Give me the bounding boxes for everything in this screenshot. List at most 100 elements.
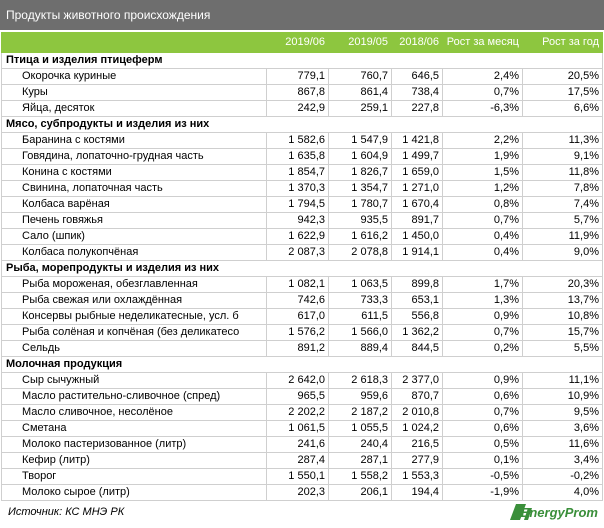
logo-text: EnergyProm — [521, 505, 599, 520]
value-cell: 0,2% — [442, 340, 523, 357]
group-name: Рыба, морепродукты и изделия из них — [1, 260, 603, 277]
value-cell: 0,1% — [442, 452, 523, 469]
value-cell: 611,5 — [328, 308, 392, 325]
header-cell — [1, 32, 267, 53]
value-cell: 1 061,5 — [266, 420, 329, 437]
value-cell: 5,5% — [522, 340, 603, 357]
name-cell: Сыр сычужный — [1, 372, 267, 389]
value-cell: 2 010,8 — [391, 404, 443, 421]
value-cell: 891,2 — [266, 340, 329, 357]
value-cell: 3,4% — [522, 452, 603, 469]
name-cell: Печень говяжья — [1, 212, 267, 229]
value-cell: 0,6% — [442, 388, 523, 405]
value-cell: 861,4 — [328, 84, 392, 101]
value-cell: 653,1 — [391, 292, 443, 309]
value-cell: 617,0 — [266, 308, 329, 325]
value-cell: 202,3 — [266, 484, 329, 501]
data-row: Творог 1 550,1 1 558,2 1 553,3 -0,5% -0,2% — [1, 468, 603, 485]
header-cell: 2019/05 — [328, 32, 392, 53]
value-cell: 10,9% — [522, 388, 603, 405]
value-cell: 2 078,8 — [328, 244, 392, 261]
value-cell: 287,4 — [266, 452, 329, 469]
data-row: Говядина, лопаточно-грудная часть 1 635,8… — [1, 148, 603, 165]
group-row: Птица и изделия птицеферм — [1, 52, 603, 69]
value-cell: 0,7% — [442, 404, 523, 421]
data-row: Сало (шпик) 1 622,9 1 616,2 1 450,0 0,4% 11,9… — [1, 228, 603, 245]
value-cell: 0,4% — [442, 228, 523, 245]
name-cell: Сало (шпик) — [1, 228, 267, 245]
data-row: Масло сливочное, несолёное 2 202,2 2 187,2… — [1, 404, 603, 421]
value-cell: 1 063,5 — [328, 276, 392, 293]
data-row: Сметана 1 061,5 1 055,5 1 024,2 0,6% 3,6% — [1, 420, 603, 437]
data-row: Масло растительно-сливочное (спред) 965,5… — [1, 388, 603, 405]
value-cell: 4,0% — [522, 484, 603, 501]
group-name: Мясо, субпродукты и изделия из них — [1, 116, 603, 133]
name-cell: Баранина с костями — [1, 132, 267, 149]
value-cell: 891,7 — [391, 212, 443, 229]
value-cell: 194,4 — [391, 484, 443, 501]
value-cell: 5,7% — [522, 212, 603, 229]
value-cell: -6,3% — [442, 100, 523, 117]
name-cell: Сметана — [1, 420, 267, 437]
value-cell: 1 370,3 — [266, 180, 329, 197]
name-cell: Яйца, десяток — [1, 100, 267, 117]
value-cell: 259,1 — [328, 100, 392, 117]
name-cell: Масло сливочное, несолёное — [1, 404, 267, 421]
value-cell: 7,4% — [522, 196, 603, 213]
value-cell: 1,9% — [442, 148, 523, 165]
data-row: Колбаса полукопчёная 2 087,3 2 078,8 1 914,… — [1, 244, 603, 261]
value-cell: 9,5% — [522, 404, 603, 421]
value-cell: 646,5 — [391, 68, 443, 85]
name-cell: Молоко пастеризованное (литр) — [1, 436, 267, 453]
value-cell: 1,2% — [442, 180, 523, 197]
value-cell: 779,1 — [266, 68, 329, 85]
data-row: Молоко сырое (литр) 202,3 206,1 194,4 -1,9% 4… — [1, 484, 603, 501]
data-row: Рыба мороженая, обезглавленная 1 082,1 1 0… — [1, 276, 603, 293]
data-row: Свинина, лопаточная часть 1 370,3 1 354,7 1… — [1, 180, 603, 197]
name-cell: Консервы рыбные неделикатесные, усл. б — [1, 308, 267, 325]
value-cell: 0,4% — [442, 244, 523, 261]
name-cell: Колбаса варёная — [1, 196, 267, 213]
value-cell: 0,5% — [442, 436, 523, 453]
value-cell: 1 421,8 — [391, 132, 443, 149]
value-cell: -0,2% — [522, 468, 603, 485]
value-cell: 20,3% — [522, 276, 603, 293]
value-cell: 1 082,1 — [266, 276, 329, 293]
value-cell: 2,4% — [442, 68, 523, 85]
value-cell: 0,9% — [442, 308, 523, 325]
name-cell: Молоко сырое (литр) — [1, 484, 267, 501]
data-row: Баранина с костями 1 582,6 1 547,9 1 421,8 2… — [1, 132, 603, 149]
value-cell: 1 566,0 — [328, 324, 392, 341]
value-cell: 11,6% — [522, 436, 603, 453]
group-name: Молочная продукция — [1, 356, 603, 373]
value-cell: 0,7% — [442, 212, 523, 229]
value-cell: 17,5% — [522, 84, 603, 101]
value-cell: 1 055,5 — [328, 420, 392, 437]
data-row: Сельдь 891,2 889,4 844,5 0,2% 5,5% — [1, 340, 603, 357]
data-row: Рыба солёная и копчёная (без деликатесо 1… — [1, 324, 603, 341]
value-cell: 2 377,0 — [391, 372, 443, 389]
value-cell: 13,7% — [522, 292, 603, 309]
title: Продукты животного происхождения — [6, 8, 211, 22]
header-cell: Рост за месяц — [442, 32, 523, 53]
name-cell: Рыба солёная и копчёная (без деликатесо — [1, 324, 267, 341]
value-cell: 2 642,0 — [266, 372, 329, 389]
value-cell: 1 499,7 — [391, 148, 443, 165]
value-cell: 0,6% — [442, 420, 523, 437]
value-cell: 2 187,2 — [328, 404, 392, 421]
data-row: Кефир (литр) 287,4 287,1 277,9 0,1% 3,4% — [1, 452, 603, 469]
value-cell: 1 914,1 — [391, 244, 443, 261]
value-cell: 240,4 — [328, 436, 392, 453]
value-cell: 1 362,2 — [391, 324, 443, 341]
value-cell: 935,5 — [328, 212, 392, 229]
value-cell: 11,1% — [522, 372, 603, 389]
value-cell: 2 087,3 — [266, 244, 329, 261]
value-cell: 1 854,7 — [266, 164, 329, 181]
header-cell: 2018/06 — [391, 32, 443, 53]
value-cell: 1 576,2 — [266, 324, 329, 341]
name-cell: Творог — [1, 468, 267, 485]
group-row: Молочная продукция — [1, 356, 603, 373]
value-cell: 227,8 — [391, 100, 443, 117]
value-cell: 942,3 — [266, 212, 329, 229]
value-cell: 0,8% — [442, 196, 523, 213]
